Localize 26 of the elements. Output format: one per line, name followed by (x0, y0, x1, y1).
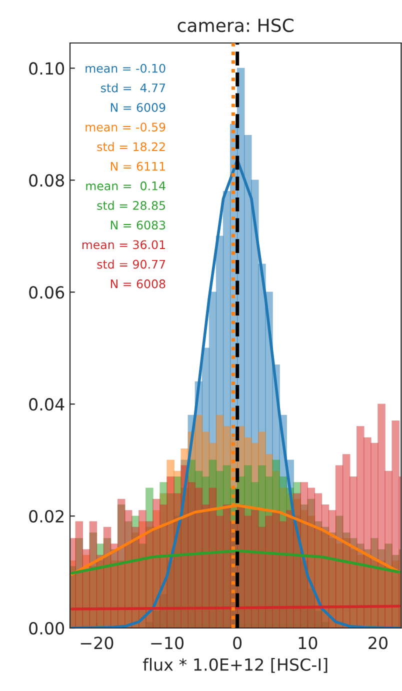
y-tick-label: 0.04 (29, 398, 64, 411)
x-tick-label: −20 (80, 636, 114, 650)
annotation: std = 4.77 (100, 83, 166, 92)
x-tick-label: −10 (151, 636, 184, 650)
line-series (70, 549, 400, 575)
x-tick-label: 0 (233, 636, 242, 650)
annotation: N = 6009 (110, 103, 166, 112)
x-tick-label: 20 (368, 636, 388, 650)
annotation: mean = -0.59 (86, 122, 166, 132)
annotation: std = 28.85 (97, 200, 166, 210)
annotation: mean = -0.10 (86, 64, 166, 73)
annotation: mean = 36.01 (82, 240, 165, 250)
chart-title: camera: HSC (178, 18, 294, 32)
annotation: mean = 0.14 (86, 181, 166, 190)
y-tick-label: 0.00 (29, 622, 64, 635)
y-tick-label: 0.08 (29, 174, 64, 187)
annotation: N = 6083 (110, 220, 166, 230)
y-tick-label: 0.10 (29, 62, 64, 75)
x-tick-label: 10 (298, 636, 318, 650)
annotation: N = 6111 (110, 162, 165, 171)
annotation: std = 90.77 (97, 260, 166, 269)
y-tick-label: 0.06 (29, 286, 64, 299)
annotation: std = 18.22 (97, 142, 165, 152)
annotation: N = 6008 (110, 279, 166, 288)
x-axis-title: flux * 1.0E+12 [HSC-I] (142, 658, 328, 673)
y-tick-label: 0.02 (29, 510, 64, 523)
